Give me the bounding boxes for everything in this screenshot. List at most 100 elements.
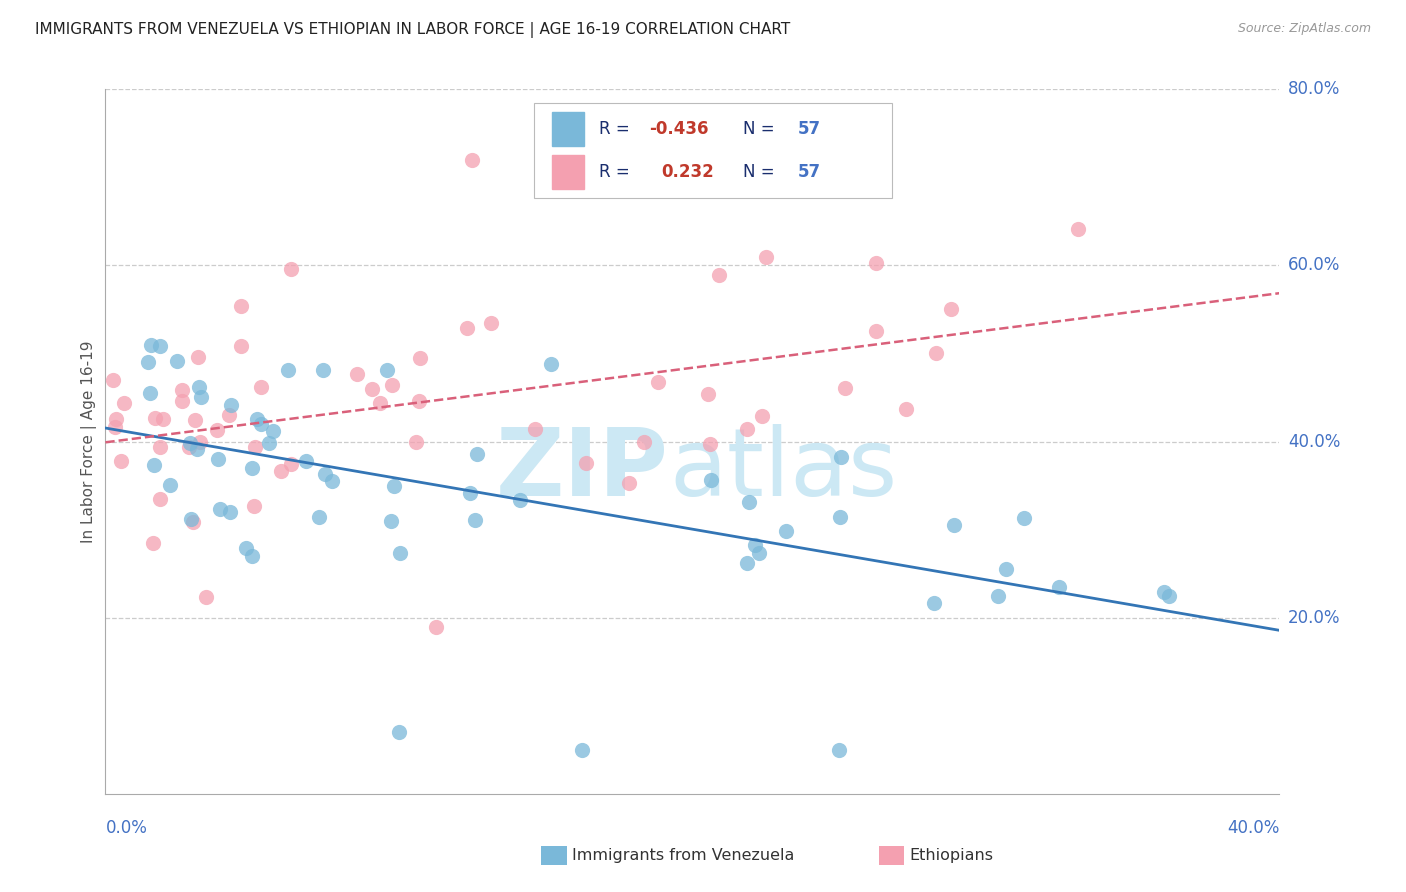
Point — [207, 451, 229, 466]
Point — [699, 437, 721, 451]
Point — [194, 590, 217, 604]
Point — [321, 474, 343, 488]
Text: ZIP: ZIP — [496, 424, 669, 516]
Point — [575, 456, 598, 470]
Point — [187, 351, 209, 365]
Point — [180, 512, 202, 526]
Text: R =: R = — [599, 120, 634, 138]
FancyBboxPatch shape — [534, 103, 891, 198]
Point — [737, 556, 759, 570]
Text: atlas: atlas — [669, 424, 897, 516]
Point — [346, 367, 368, 381]
Point — [249, 380, 271, 394]
Point — [994, 562, 1017, 576]
Point — [1159, 589, 1181, 603]
Text: 40.0%: 40.0% — [1288, 433, 1340, 450]
Text: IMMIGRANTS FROM VENEZUELA VS ETHIOPIAN IN LABOR FORCE | AGE 16-19 CORRELATION CH: IMMIGRANTS FROM VENEZUELA VS ETHIOPIAN I… — [35, 22, 790, 38]
Point — [697, 387, 720, 401]
Point — [143, 458, 166, 473]
Point — [617, 476, 640, 491]
Point — [257, 436, 280, 450]
Point — [381, 378, 404, 392]
Point — [179, 436, 201, 450]
Point — [270, 464, 292, 478]
Point — [633, 434, 655, 449]
Point — [409, 351, 432, 366]
Point — [218, 408, 240, 422]
Point — [744, 538, 766, 552]
Point — [312, 363, 335, 377]
Point — [1047, 580, 1070, 594]
Point — [830, 510, 852, 524]
Point — [405, 435, 427, 450]
Point — [524, 422, 547, 436]
Point — [188, 434, 211, 449]
Point — [922, 596, 945, 610]
Point — [136, 355, 159, 369]
Point — [461, 153, 484, 167]
Point — [925, 346, 948, 360]
Point — [865, 256, 887, 270]
Point — [139, 338, 162, 352]
Point — [190, 390, 212, 404]
Point — [456, 321, 478, 335]
Point — [368, 396, 391, 410]
Point — [408, 393, 430, 408]
Point — [105, 412, 128, 426]
Point — [425, 619, 447, 633]
Point — [830, 450, 852, 464]
Point — [139, 386, 162, 401]
Y-axis label: In Labor Force | Age 16-19: In Labor Force | Age 16-19 — [82, 340, 97, 543]
Text: N =: N = — [742, 163, 780, 181]
Point — [295, 453, 318, 467]
Point — [243, 441, 266, 455]
Point — [647, 375, 669, 389]
Point — [465, 447, 488, 461]
Point — [389, 545, 412, 559]
Point — [205, 424, 228, 438]
Point — [308, 510, 330, 524]
Text: R =: R = — [599, 163, 640, 181]
Point — [755, 250, 778, 264]
Text: 57: 57 — [799, 120, 821, 138]
Point — [250, 417, 273, 432]
Point — [143, 411, 166, 425]
Point — [218, 505, 240, 519]
Point — [571, 743, 593, 757]
Point — [280, 261, 302, 276]
Point — [388, 725, 411, 739]
Point — [834, 380, 856, 394]
Point — [245, 411, 267, 425]
Point — [1067, 222, 1090, 236]
Point — [382, 479, 405, 493]
Text: Source: ZipAtlas.com: Source: ZipAtlas.com — [1237, 22, 1371, 36]
Point — [186, 442, 208, 457]
Point — [179, 440, 201, 454]
Text: 80.0%: 80.0% — [1288, 80, 1340, 98]
Text: 20.0%: 20.0% — [1288, 608, 1340, 627]
Point — [361, 382, 384, 396]
Point — [865, 325, 887, 339]
Point — [939, 302, 962, 317]
Point — [280, 458, 302, 472]
Text: 40.0%: 40.0% — [1227, 819, 1279, 837]
Point — [380, 514, 402, 528]
Point — [110, 454, 132, 468]
Point — [986, 589, 1008, 603]
Point — [751, 409, 773, 424]
Point — [187, 380, 209, 394]
Point — [748, 546, 770, 560]
Point — [101, 372, 124, 386]
Point — [894, 402, 917, 417]
Point — [166, 353, 188, 368]
Point — [262, 424, 284, 438]
Point — [481, 316, 503, 330]
Point — [221, 398, 243, 412]
Point — [540, 357, 562, 371]
Point — [184, 413, 207, 427]
Point — [738, 495, 761, 509]
Point — [243, 500, 266, 514]
Point — [149, 440, 172, 454]
Point — [709, 268, 731, 282]
Text: 57: 57 — [799, 163, 821, 181]
